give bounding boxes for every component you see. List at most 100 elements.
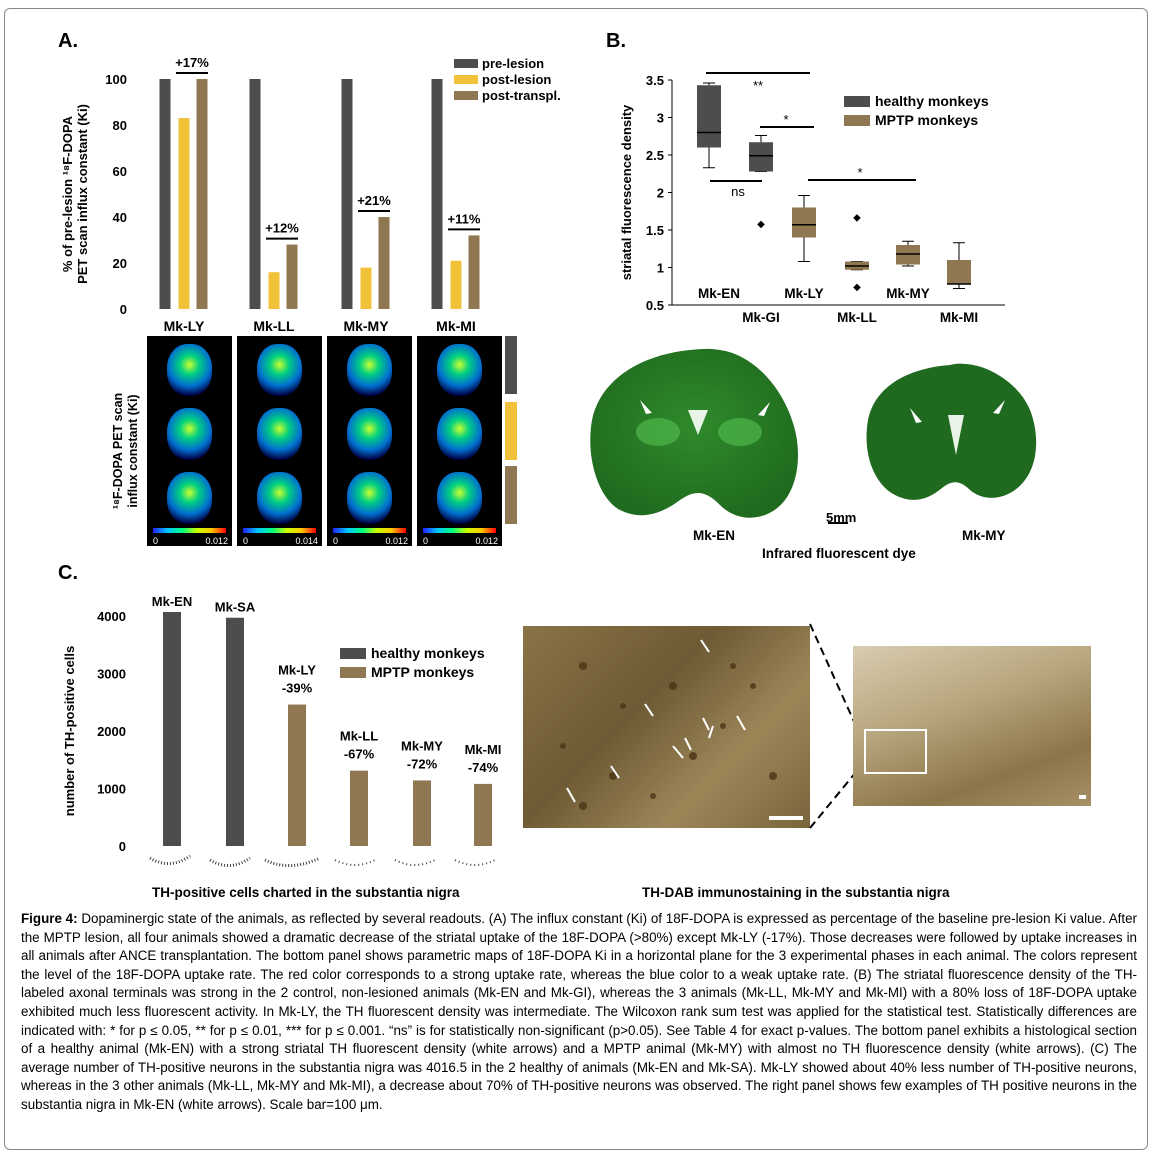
c-legend-label: healthy monkeys	[371, 645, 485, 661]
pet-scale-max: 0.012	[475, 536, 498, 546]
pet-ylabel-line1: ¹⁸F-DOPA PET scan	[111, 392, 125, 510]
a-bar	[268, 272, 280, 309]
b-sig-label: ns	[731, 184, 745, 199]
b-category-label: Mk-MI	[940, 310, 978, 325]
a-bar	[341, 79, 353, 309]
a-xtick-label: Mk-LY	[164, 318, 205, 334]
a-legend-swatch	[454, 75, 478, 84]
pet-color-scale	[243, 528, 316, 533]
a-ytick-label: 20	[113, 256, 127, 271]
phase-indicator-post-transpl	[505, 466, 517, 524]
pet-ylabel-line2: influx constant (Ki)	[126, 394, 140, 508]
dab-scale-bar	[769, 816, 803, 820]
b-ytick-label: 3	[657, 111, 664, 126]
c-category-label: Mk-EN	[152, 594, 192, 609]
figure-frame	[4, 8, 1148, 1150]
pet-map-column: 0 0.012	[417, 336, 502, 546]
pet-parametric-maps: ¹⁸F-DOPA PET scan influx constant (Ki) 0…	[50, 336, 590, 546]
b-outlier: ◆	[853, 212, 861, 223]
b-category-label: Mk-LL	[837, 310, 877, 325]
b-box	[792, 207, 816, 238]
a-annotation-label: +11%	[448, 211, 481, 226]
b-sig-label: *	[783, 112, 788, 127]
a-bar	[178, 118, 190, 309]
b-category-label: Mk-EN	[698, 286, 740, 301]
dab-micrograph-overview	[853, 646, 1091, 806]
c-ytick-label: 3000	[97, 667, 126, 682]
a-legend-label: post-lesion	[482, 72, 551, 87]
a-legend-swatch	[454, 91, 478, 100]
brain-right-label: Mk-MY	[962, 528, 1006, 543]
pet-scale-min: 0	[333, 536, 339, 546]
b-legend-label: MPTP monkeys	[875, 112, 978, 128]
b-ylabel: striatal fluorescence density	[619, 104, 634, 280]
pet-scale-min: 0	[153, 536, 159, 546]
c-bar	[163, 611, 181, 846]
b-category-label: Mk-LY	[784, 286, 823, 301]
c-category-label: Mk-SA	[215, 600, 256, 615]
charted-caption: TH-positive cells charted in the substan…	[152, 885, 460, 900]
brain-caption: Infrared fluorescent dye	[762, 546, 916, 561]
c-bar	[474, 783, 492, 846]
a-bar	[159, 79, 171, 309]
pet-scale-max: 0.012	[385, 536, 408, 546]
a-ylabel-line2: PET scan influx constant (Ki)	[75, 104, 90, 284]
zoom-box	[864, 729, 927, 774]
dab-caption: TH-DAB immunostaining in the substantia …	[642, 885, 950, 900]
pet-brain-scan	[347, 472, 392, 524]
pet-color-scale	[333, 528, 406, 533]
a-ytick-label: 40	[113, 210, 127, 225]
a-bar	[286, 244, 298, 309]
b-box	[749, 142, 773, 172]
figure-caption: Figure 4: Dopaminergic state of the anim…	[21, 910, 1137, 1115]
a-xtick-label: Mk-LL	[253, 318, 295, 334]
a-legend-swatch	[454, 59, 478, 68]
brain-scale-label: 5mm	[826, 510, 857, 525]
pet-ylabel: ¹⁸F-DOPA PET scan influx constant (Ki)	[106, 376, 146, 536]
c-ytick-label: 0	[119, 839, 126, 854]
a-bar	[378, 217, 390, 309]
pet-scale-min: 0	[243, 536, 249, 546]
chart-a-ki-bar-chart: 0 20 40 60 80 100 % of pre-lesion ¹⁸F-DOPAPET …	[60, 55, 561, 334]
a-bar	[450, 260, 462, 309]
c-bar	[226, 617, 244, 846]
pet-brain-scan	[347, 344, 392, 396]
a-bar	[196, 79, 208, 309]
c-legend-label: MPTP monkeys	[371, 664, 474, 680]
pet-scale-max: 0.012	[205, 536, 228, 546]
b-outlier: ◆	[757, 219, 765, 230]
c-category-label: Mk-LY	[278, 663, 316, 678]
pet-brain-scan	[167, 472, 212, 524]
brain-section-mk-en	[590, 348, 798, 518]
pet-scale-max: 0.014	[295, 536, 318, 546]
c-legend-swatch	[340, 648, 366, 659]
a-bar	[360, 267, 372, 309]
c-bar-label: -67%	[344, 747, 375, 762]
b-category-label: Mk-GI	[742, 310, 780, 325]
panel-a-letter: A.	[58, 30, 78, 52]
panel-c-letter: C.	[58, 562, 78, 584]
phase-indicator-post-lesion	[505, 402, 517, 460]
b-sig-label: *	[857, 165, 862, 180]
pet-brain-scan	[257, 408, 302, 460]
b-legend-label: healthy monkeys	[875, 93, 989, 109]
c-ytick-label: 1000	[97, 782, 126, 797]
a-bar	[431, 79, 443, 309]
b-legend-swatch	[844, 96, 870, 107]
c-category-label: Mk-MI	[465, 742, 502, 757]
a-bar	[468, 235, 480, 309]
pet-brain-scan	[257, 344, 302, 396]
a-ylabel: % of pre-lesion ¹⁸F-DOPAPET scan influx …	[60, 104, 90, 284]
c-bar-label: -72%	[407, 756, 438, 771]
a-ytick-label: 0	[120, 302, 127, 317]
pet-brain-scan	[347, 408, 392, 460]
overview-scale-bar	[1079, 795, 1086, 799]
a-xtick-label: Mk-MY	[343, 318, 389, 334]
b-ytick-label: 1	[657, 261, 664, 276]
c-bar	[288, 704, 306, 846]
pet-map-column: 0 0.012	[147, 336, 232, 546]
c-bar	[350, 770, 368, 846]
a-ytick-label: 80	[113, 118, 127, 133]
pet-brain-scan	[437, 472, 482, 524]
pet-brain-scan	[257, 472, 302, 524]
